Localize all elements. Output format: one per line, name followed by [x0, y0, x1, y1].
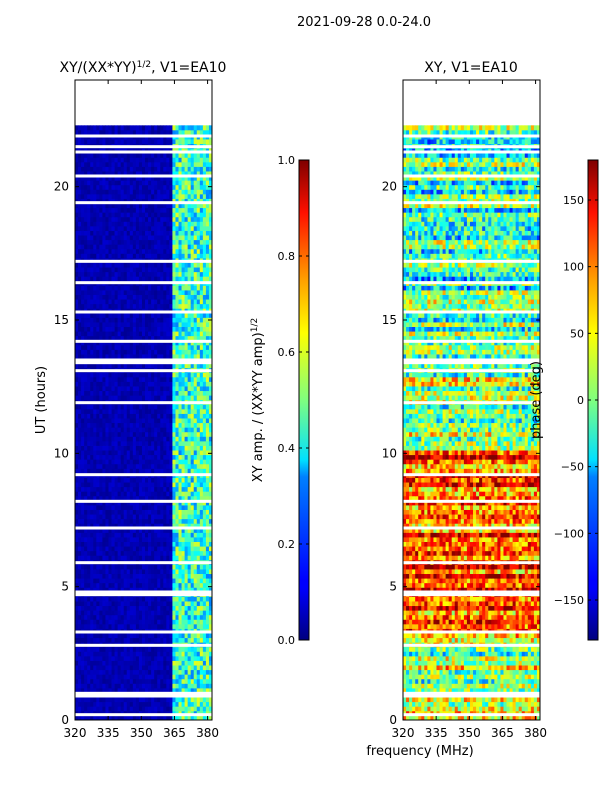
panel-amplitude: XY/(XX*YY)1/2, V1=EA10 320 335 350 365 380 0 5… [34, 60, 226, 740]
colorbar-phase: −150 −100 −50 0 50 100 150 phase (deg) [529, 159, 599, 641]
colorbar-tick-label: 50 [570, 327, 584, 340]
figure-xlabel: frequency (MHz) [366, 744, 473, 759]
ytick-label: 10 [54, 446, 69, 460]
colorbar-tick-label: 0.6 [278, 346, 296, 359]
ytick-label: 5 [389, 580, 397, 594]
colorbar-tick-label: −50 [561, 461, 584, 474]
colorbar2-label: phase (deg) [529, 361, 544, 439]
panel-phase: XY, V1=EA10 320 335 350 365 380 0 5 10 15 20 [382, 60, 547, 740]
colorbar-tick-label: 1.0 [278, 154, 296, 167]
xtick-label: 380 [196, 726, 219, 740]
xtick-label: 365 [491, 726, 514, 740]
colorbar-tick-label: 100 [563, 261, 584, 274]
colorbar1-gradient [298, 159, 310, 641]
panel1-ticks: 320 335 350 365 380 0 5 10 15 20 [54, 80, 219, 740]
colorbar1-label: XY amp. / (XX*YY amp)1/2 [250, 318, 266, 482]
colorbar-amplitude: 0.0 0.2 0.4 0.6 0.8 1.0 XY amp. / (XX*YY amp)… [250, 154, 310, 647]
ytick-label: 0 [61, 713, 69, 727]
ytick-label: 0 [389, 713, 397, 727]
xtick-label: 365 [163, 726, 186, 740]
colorbar-tick-label: 0.8 [278, 250, 296, 263]
heatmap-phase [403, 125, 540, 720]
xtick-label: 350 [130, 726, 153, 740]
colorbar-tick-label: 0.0 [278, 634, 296, 647]
ytick-label: 15 [382, 313, 397, 327]
panel2-title: XY, V1=EA10 [424, 60, 518, 76]
ytick-label: 5 [61, 580, 69, 594]
colorbar-tick-label: 0.2 [278, 538, 296, 551]
panel1-ylabel: UT (hours) [34, 366, 49, 434]
xtick-label: 350 [458, 726, 481, 740]
heatmap-amplitude [75, 125, 212, 720]
ytick-label: 10 [382, 446, 397, 460]
colorbar2-ticks: −150 −100 −50 0 50 100 150 [554, 194, 598, 607]
colorbar-tick-label: −150 [554, 594, 584, 607]
colorbar-tick-label: 150 [563, 194, 584, 207]
colorbar-tick-label: 0.4 [278, 442, 296, 455]
ytick-label: 20 [54, 180, 69, 194]
panel1-title: XY/(XX*YY)1/2, V1=EA10 [60, 60, 227, 76]
xtick-label: 320 [64, 726, 87, 740]
figure-suptitle: 2021-09-28 0.0-24.0 [297, 15, 431, 30]
colorbar1-ticks: 0.0 0.2 0.4 0.6 0.8 1.0 [278, 154, 309, 647]
ytick-label: 20 [382, 180, 397, 194]
xtick-label: 335 [97, 726, 120, 740]
colorbar-tick-label: 0 [577, 394, 584, 407]
xtick-label: 335 [425, 726, 448, 740]
panel2-ticks: 320 335 350 365 380 0 5 10 15 20 [382, 80, 547, 740]
colorbar-tick-label: −100 [554, 527, 584, 540]
panel1-axes-frame [74, 79, 213, 721]
xtick-label: 320 [392, 726, 415, 740]
ytick-label: 15 [54, 313, 69, 327]
panel2-axes-frame [402, 79, 541, 721]
xtick-label: 380 [524, 726, 547, 740]
